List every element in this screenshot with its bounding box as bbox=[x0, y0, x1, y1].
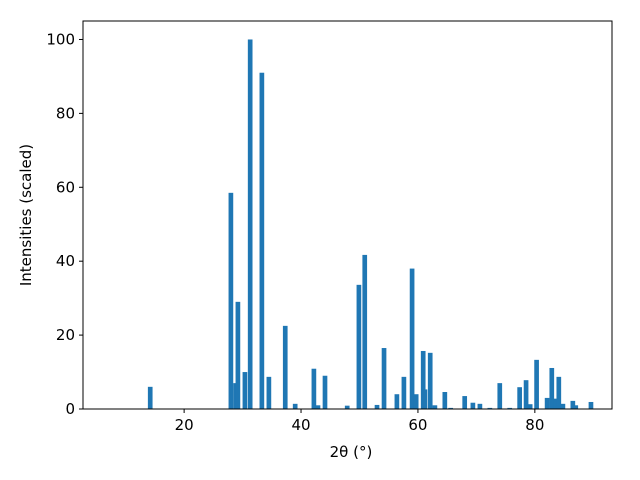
bar bbox=[401, 376, 407, 409]
bar bbox=[442, 392, 448, 409]
bar bbox=[534, 359, 539, 409]
y-tick-label: 80 bbox=[56, 104, 75, 122]
x-tick-label: 20 bbox=[175, 416, 194, 434]
bar bbox=[523, 380, 529, 409]
bar bbox=[315, 405, 321, 409]
x-tick-label: 60 bbox=[408, 416, 427, 434]
x-tick-label: 40 bbox=[291, 416, 310, 434]
bar bbox=[259, 72, 265, 409]
bar bbox=[235, 301, 241, 409]
bar bbox=[497, 383, 503, 409]
bar bbox=[362, 254, 368, 409]
bar bbox=[420, 350, 426, 409]
bar bbox=[517, 387, 522, 409]
bar bbox=[487, 407, 493, 409]
bar bbox=[266, 376, 272, 409]
bar bbox=[560, 403, 566, 409]
bar bbox=[394, 394, 400, 409]
bar bbox=[413, 394, 419, 409]
bar bbox=[556, 376, 562, 409]
bar bbox=[507, 407, 513, 409]
bar bbox=[588, 401, 594, 409]
bar bbox=[247, 39, 253, 409]
y-tick-label: 60 bbox=[56, 178, 75, 196]
bar bbox=[549, 367, 555, 409]
bar bbox=[374, 404, 380, 409]
x-tick-label: 80 bbox=[525, 416, 544, 434]
bar bbox=[381, 348, 387, 409]
bar bbox=[553, 398, 559, 409]
bar bbox=[356, 284, 362, 409]
bar bbox=[228, 192, 234, 409]
bar bbox=[477, 403, 483, 409]
bar bbox=[427, 352, 433, 409]
bar bbox=[409, 268, 415, 409]
bar bbox=[322, 375, 328, 409]
bar bbox=[544, 397, 550, 409]
bar bbox=[422, 389, 428, 409]
y-tick-label: 0 bbox=[65, 400, 75, 418]
bar bbox=[570, 400, 576, 409]
bar bbox=[470, 402, 476, 409]
bar bbox=[292, 403, 298, 409]
x-axis-label: 2θ (°) bbox=[330, 443, 373, 461]
bar bbox=[573, 405, 579, 409]
bar bbox=[462, 396, 468, 409]
y-tick-label: 40 bbox=[56, 252, 75, 270]
bar bbox=[448, 407, 454, 409]
plot-frame bbox=[82, 20, 613, 410]
y-tick-label: 100 bbox=[46, 30, 75, 48]
bar bbox=[242, 372, 248, 409]
bar bbox=[147, 386, 153, 409]
bar bbox=[527, 404, 533, 409]
y-tick-label: 20 bbox=[56, 326, 75, 344]
bar bbox=[344, 405, 350, 409]
y-axis-label: Intensities (scaled) bbox=[17, 144, 35, 286]
bar bbox=[282, 325, 288, 409]
bar bbox=[432, 405, 438, 409]
bar bbox=[311, 368, 317, 409]
